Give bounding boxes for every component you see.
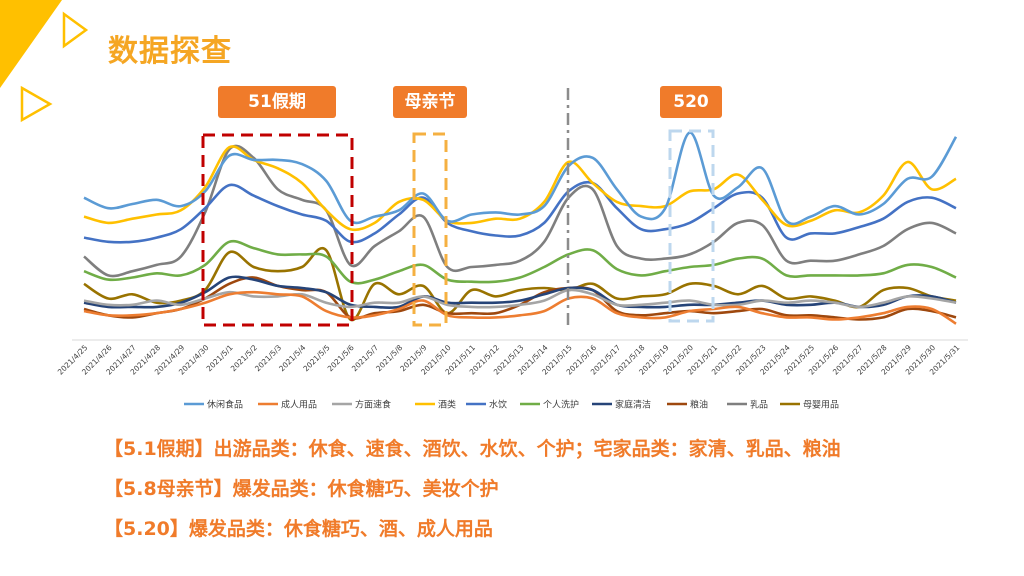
legend-label-3: 酒类	[438, 399, 456, 411]
legend-label-5: 个人洗护	[543, 399, 579, 411]
series-line-2	[83, 288, 957, 309]
series-line-8	[83, 144, 957, 278]
tag-520: 520	[660, 86, 722, 118]
series-line-3	[83, 145, 957, 232]
series-line-5	[83, 239, 957, 285]
series-line-9	[83, 246, 957, 322]
note-520: 【5.20】爆发品类：休食糖巧、酒、成人用品	[104, 518, 493, 540]
series-line-0	[83, 131, 958, 226]
highlight-box-520	[668, 129, 715, 323]
legend-label-0: 休闲食品	[207, 399, 243, 411]
note-51-holiday: 【5.1假期】出游品类：休食、速食、酒饮、水饮、个护；宅家品类：家清、乳品、粮油	[104, 438, 841, 460]
legend-label-6: 家庭清洁	[615, 399, 651, 411]
legend-label-7: 粮油	[690, 399, 708, 411]
series-line-6	[83, 275, 957, 310]
series-line-4	[83, 180, 957, 244]
corner-decoration	[0, 0, 89, 123]
page-title: 数据探查	[108, 34, 232, 69]
legend-label-1: 成人用品	[281, 399, 317, 411]
tag-mothers-day: 母亲节	[393, 86, 467, 118]
corner-triangle-outline-1	[62, 11, 89, 49]
legend-label-8: 乳品	[750, 399, 768, 411]
note-mothers-day: 【5.8母亲节】爆发品类：休食糖巧、美妆个护	[104, 478, 499, 500]
highlight-box-mothers-day	[412, 132, 448, 327]
legend-label-9: 母婴用品	[803, 400, 839, 411]
tag-51-holiday: 51假期	[218, 86, 336, 118]
corner-triangle-solid	[0, 0, 62, 88]
corner-triangle-outline-2	[20, 85, 53, 123]
series-line-1	[83, 290, 957, 325]
legend-label-2: 方面速食	[355, 399, 391, 411]
legend-label-4: 水饮	[489, 399, 507, 411]
